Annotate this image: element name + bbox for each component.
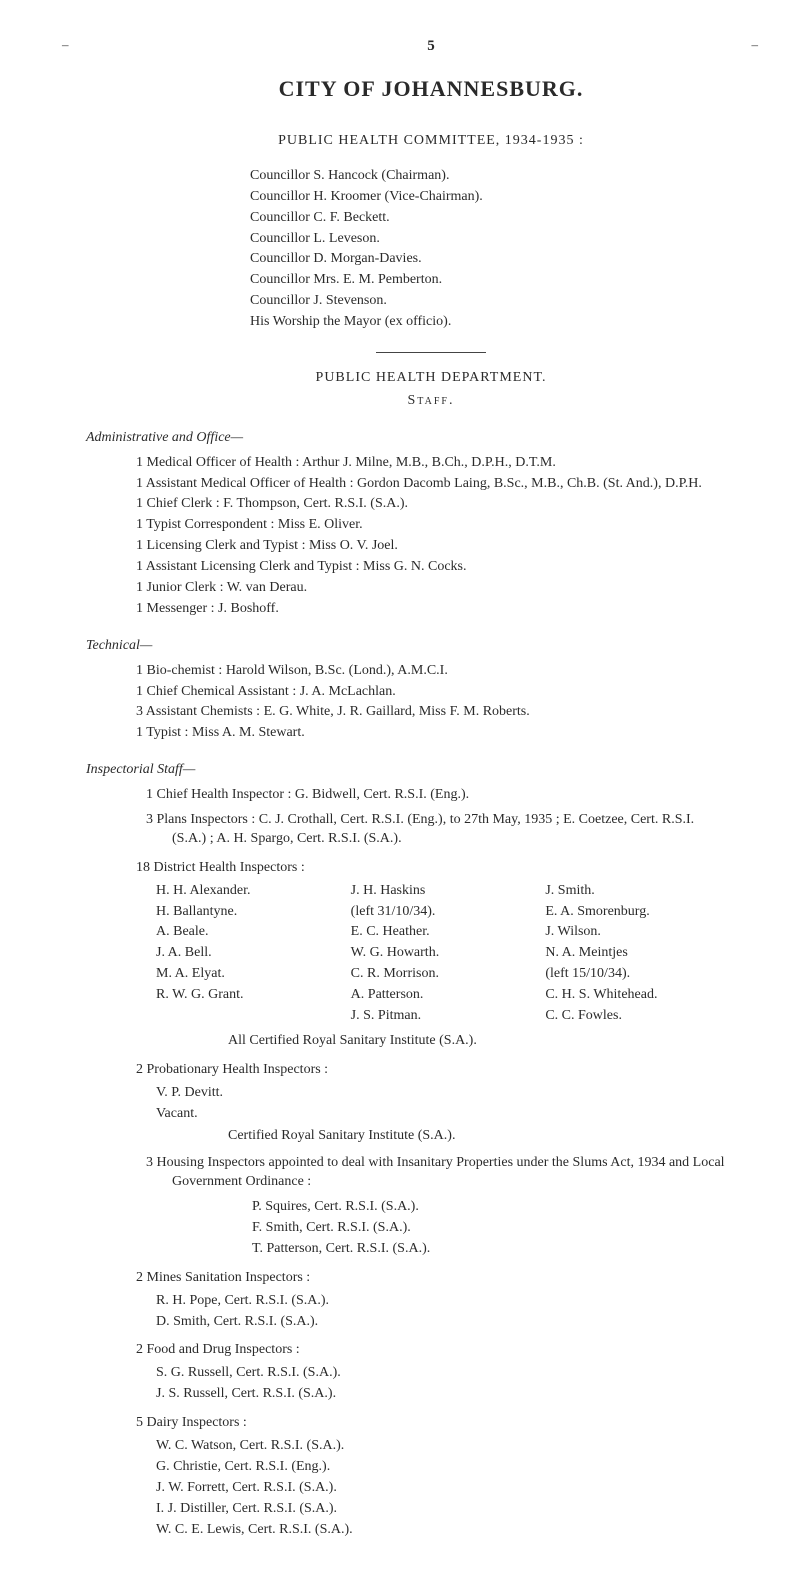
probationary-cert: Certified Royal Sanitary Institute (S.A.… xyxy=(228,1127,730,1146)
list-item: W. C. E. Lewis, Cert. R.S.I. (S.A.). xyxy=(156,1521,730,1540)
district-columns: H. H. Alexander. H. Ballantyne. A. Beale… xyxy=(156,882,730,1028)
councillor: Councillor S. Hancock (Chairman). xyxy=(250,167,730,186)
department-heading: PUBLIC HEALTH DEPARTMENT. xyxy=(132,369,730,388)
list-item: 1 Assistant Medical Officer of Health : … xyxy=(136,475,730,494)
councillor: Councillor D. Morgan-Davies. xyxy=(250,250,730,269)
list-item: 1 Medical Officer of Health : Arthur J. … xyxy=(136,454,730,473)
list-item: T. Patterson, Cert. R.S.I. (S.A.). xyxy=(252,1240,730,1259)
plans-inspectors: 3 Plans Inspectors : C. J. Crothall, Cer… xyxy=(132,811,730,849)
margin-dash-left: – xyxy=(62,36,69,54)
inspector-note: (left 31/10/34). xyxy=(351,903,536,922)
list-item: 1 Typist : Miss A. M. Stewart. xyxy=(136,724,730,743)
mines-heading: 2 Mines Sanitation Inspectors : xyxy=(136,1269,730,1288)
inspector-name: H. Ballantyne. xyxy=(156,903,341,922)
inspector-name: C. C. Fowles. xyxy=(545,1007,730,1026)
councillor: Councillor C. F. Beckett. xyxy=(250,209,730,228)
councillor: Councillor Mrs. E. M. Pemberton. xyxy=(250,271,730,290)
inspector-name: H. H. Alexander. xyxy=(156,882,341,901)
mines-list: R. H. Pope, Cert. R.S.I. (S.A.). D. Smit… xyxy=(156,1292,730,1332)
list-item: S. G. Russell, Cert. R.S.I. (S.A.). xyxy=(156,1364,730,1383)
admin-heading: Administrative and Office— xyxy=(86,429,730,448)
list-item: 1 Messenger : J. Boshoff. xyxy=(136,600,730,619)
inspectorial-heading: Inspectorial Staff— xyxy=(86,761,730,780)
councillor: His Worship the Mayor (ex officio). xyxy=(250,313,730,332)
inspector-name: E. A. Smorenburg. xyxy=(545,903,730,922)
list-item: 1 Chief Chemical Assistant : J. A. McLac… xyxy=(136,683,730,702)
inspector-name: N. A. Meintjes xyxy=(545,944,730,963)
inspector-name: J. Smith. xyxy=(545,882,730,901)
inspector-name: R. W. G. Grant. xyxy=(156,986,341,1005)
inspector-name: J. Wilson. xyxy=(545,923,730,942)
councillor-list: Councillor S. Hancock (Chairman). Counci… xyxy=(250,167,730,332)
housing-heading: 3 Housing Inspectors appointed to deal w… xyxy=(132,1154,730,1192)
councillor: Councillor J. Stevenson. xyxy=(250,292,730,311)
page-title: CITY OF JOHANNESBURG. xyxy=(132,74,730,104)
inspector-name: J. S. Pitman. xyxy=(351,1007,536,1026)
district-col-1: H. H. Alexander. H. Ballantyne. A. Beale… xyxy=(156,882,341,1028)
probationary-heading: 2 Probationary Health Inspectors : xyxy=(136,1061,730,1080)
admin-list: 1 Medical Officer of Health : Arthur J. … xyxy=(136,454,730,619)
list-item: J. S. Russell, Cert. R.S.I. (S.A.). xyxy=(156,1385,730,1404)
district-heading: 18 District Health Inspectors : xyxy=(136,859,730,878)
technical-list: 1 Bio-chemist : Harold Wilson, B.Sc. (Lo… xyxy=(136,662,730,744)
food-list: S. G. Russell, Cert. R.S.I. (S.A.). J. S… xyxy=(156,1364,730,1404)
list-item: R. H. Pope, Cert. R.S.I. (S.A.). xyxy=(156,1292,730,1311)
list-item: 1 Assistant Licensing Clerk and Typist :… xyxy=(136,558,730,577)
dairy-heading: 5 Dairy Inspectors : xyxy=(136,1414,730,1433)
district-col-3: J. Smith. E. A. Smorenburg. J. Wilson. N… xyxy=(545,882,730,1028)
list-item: J. W. Forrett, Cert. R.S.I. (S.A.). xyxy=(156,1479,730,1498)
list-item: 1 Licensing Clerk and Typist : Miss O. V… xyxy=(136,537,730,556)
list-item: 1 Typist Correspondent : Miss E. Oliver. xyxy=(136,516,730,535)
technical-heading: Technical— xyxy=(86,637,730,656)
list-item: P. Squires, Cert. R.S.I. (S.A.). xyxy=(252,1198,730,1217)
list-item: 1 Junior Clerk : W. van Derau. xyxy=(136,579,730,598)
councillor: Councillor H. Kroomer (Vice-Chairman). xyxy=(250,188,730,207)
district-cert: All Certified Royal Sanitary Institute (… xyxy=(228,1032,730,1051)
staff-label: Staff. xyxy=(132,392,730,411)
page-number: 5 xyxy=(132,36,730,56)
inspector-name: C. H. S. Whitehead. xyxy=(545,986,730,1005)
dairy-list: W. C. Watson, Cert. R.S.I. (S.A.). G. Ch… xyxy=(156,1437,730,1539)
housing-list: P. Squires, Cert. R.S.I. (S.A.). F. Smit… xyxy=(252,1198,730,1259)
list-item: 1 Bio-chemist : Harold Wilson, B.Sc. (Lo… xyxy=(136,662,730,681)
inspector-name: C. R. Morrison. xyxy=(351,965,536,984)
inspector-name: W. G. Howarth. xyxy=(351,944,536,963)
district-col-2: J. H. Haskins (left 31/10/34). E. C. Hea… xyxy=(351,882,536,1028)
list-item: G. Christie, Cert. R.S.I. (Eng.). xyxy=(156,1458,730,1477)
list-item: 1 Chief Clerk : F. Thompson, Cert. R.S.I… xyxy=(136,495,730,514)
list-item: I. J. Distiller, Cert. R.S.I. (S.A.). xyxy=(156,1500,730,1519)
list-item: W. C. Watson, Cert. R.S.I. (S.A.). xyxy=(156,1437,730,1456)
margin-dash-right: – xyxy=(752,36,759,54)
list-item: V. P. Devitt. xyxy=(156,1084,730,1103)
list-item: Vacant. xyxy=(156,1105,730,1124)
divider xyxy=(376,352,486,353)
inspector-name: E. C. Heather. xyxy=(351,923,536,942)
list-item: F. Smith, Cert. R.S.I. (S.A.). xyxy=(252,1219,730,1238)
inspector-note: (left 15/10/34). xyxy=(545,965,730,984)
chief-inspector: 1 Chief Health Inspector : G. Bidwell, C… xyxy=(132,786,730,805)
inspector-name: J. A. Bell. xyxy=(156,944,341,963)
councillor: Councillor L. Leveson. xyxy=(250,230,730,249)
food-heading: 2 Food and Drug Inspectors : xyxy=(136,1341,730,1360)
inspector-name: J. H. Haskins xyxy=(351,882,536,901)
probationary-list: V. P. Devitt. Vacant. xyxy=(156,1084,730,1124)
inspector-name: A. Beale. xyxy=(156,923,341,942)
page: – – 5 CITY OF JOHANNESBURG. PUBLIC HEALT… xyxy=(0,0,800,1591)
list-item: 3 Assistant Chemists : E. G. White, J. R… xyxy=(136,703,730,722)
inspector-name: A. Patterson. xyxy=(351,986,536,1005)
inspector-name: M. A. Elyat. xyxy=(156,965,341,984)
committee-heading: PUBLIC HEALTH COMMITTEE, 1934-1935 : xyxy=(132,132,730,151)
